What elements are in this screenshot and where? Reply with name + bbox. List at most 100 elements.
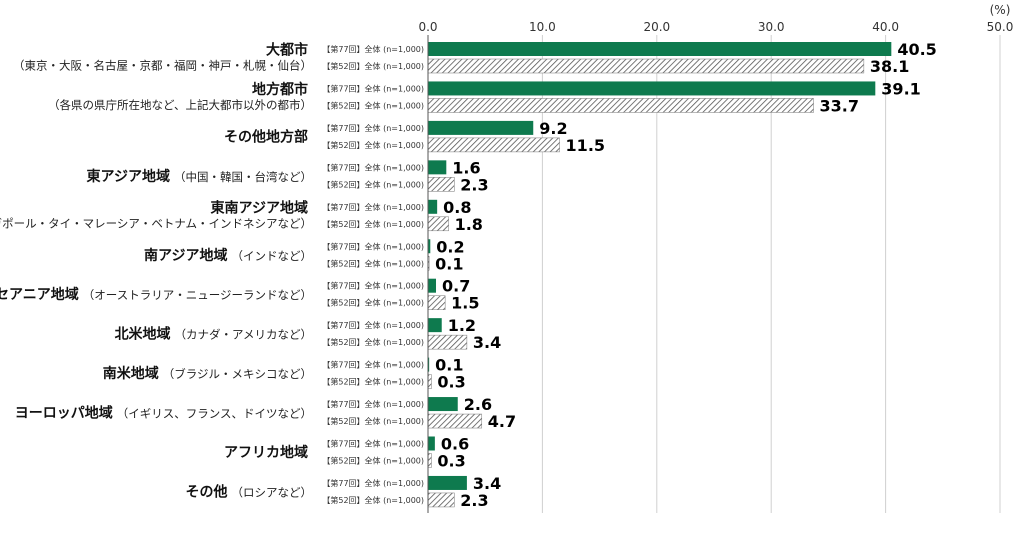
data-label: 0.8 [443, 198, 471, 217]
data-label: 2.3 [460, 491, 488, 510]
series-label: 【第52回】全体 (n=1,000) [322, 179, 424, 189]
bar-77th [428, 160, 447, 175]
category-sublabel: （東京・大阪・名古屋・京都・福岡・神戸・札幌・仙台） [13, 59, 312, 73]
series-label: 【第77回】全体 (n=1,000) [322, 202, 424, 212]
category-sublabel: （カナダ・アメリカなど） [175, 328, 312, 342]
bar-77th [428, 436, 435, 451]
data-label: 3.4 [473, 333, 501, 352]
series-label: 【第52回】全体 (n=1,000) [322, 337, 424, 347]
series-label: 【第52回】全体 (n=1,000) [322, 377, 424, 387]
bar-77th [428, 199, 438, 214]
bar-77th [428, 42, 892, 56]
category-label: オセアニア地域 （オーストラリア・ニュージーランドなど） [0, 286, 312, 303]
series-label: 【第52回】全体 (n=1,000) [322, 61, 424, 71]
category-sublabel: （各県の県庁所在地など、上記大都市以外の都市） [48, 98, 312, 112]
category-label: 東南アジア地域 [211, 199, 308, 216]
series-label: 【第52回】全体 (n=1,000) [322, 219, 424, 229]
bar-77th [428, 278, 437, 293]
category-main: 東アジア地域 [87, 168, 170, 185]
bar-52nd [427, 216, 449, 232]
data-label: 0.2 [436, 237, 464, 256]
data-label: 9.2 [539, 119, 567, 138]
x-tick-label: 20.0 [643, 20, 670, 34]
bar-52nd [427, 413, 483, 429]
category-main: ヨーロッパ地域 [15, 405, 113, 422]
series-label: 【第52回】全体 (n=1,000) [322, 140, 424, 150]
series-label: 【第77回】全体 (n=1,000) [322, 123, 424, 133]
x-tick-label: 30.0 [758, 20, 785, 34]
bar-52nd [427, 58, 865, 74]
series-label: 【第52回】全体 (n=1,000) [322, 298, 424, 308]
series-label: 【第52回】全体 (n=1,000) [322, 456, 424, 466]
data-label: 0.6 [441, 435, 469, 454]
data-label: 0.3 [437, 452, 465, 471]
bar-52nd [427, 98, 814, 113]
category-label: 大都市 [266, 42, 308, 59]
series-label: 【第77回】全体 (n=1,000) [322, 281, 424, 291]
category-label: アフリカ地域 [224, 444, 308, 461]
series-label: 【第77回】全体 (n=1,000) [322, 439, 424, 449]
bar-77th [428, 357, 430, 372]
category-main: オセアニア地域 [0, 286, 79, 303]
data-label: 1.5 [451, 294, 479, 313]
series-label: 【第77回】全体 (n=1,000) [322, 241, 424, 251]
x-tick-label: 10.0 [529, 20, 556, 34]
series-label: 【第77回】全体 (n=1,000) [322, 320, 424, 330]
category-labels: 大都市（東京・大阪・名古屋・京都・福岡・神戸・札幌・仙台） 【第77回】全体 (n… [0, 42, 424, 505]
data-label: 0.1 [435, 254, 463, 273]
data-label: 1.2 [448, 316, 476, 335]
data-label: 1.8 [455, 215, 483, 234]
category-sublabel: （シンガポール・タイ・マレーシア・ベトナム・インドネシアなど） [0, 216, 312, 230]
category-sublabel: （ブラジル・メキシコなど） [163, 367, 312, 381]
data-label: 0.7 [442, 277, 470, 296]
category-label: 地方都市 [252, 81, 308, 98]
series-label: 【第77回】全体 (n=1,000) [322, 360, 424, 370]
category-main: その他 [186, 483, 228, 500]
bar-52nd [427, 334, 468, 350]
category-main: 南米地域 [103, 365, 159, 382]
bar-77th [428, 81, 876, 96]
bar-77th [428, 318, 442, 333]
data-label: 40.5 [897, 40, 936, 59]
series-label: 【第52回】全体 (n=1,000) [322, 416, 424, 426]
data-label: 0.3 [437, 373, 465, 392]
data-label: 1.6 [452, 158, 480, 177]
x-tick-label: 50.0 [987, 20, 1014, 34]
category-label: 南アジア地域 （インドなど） [144, 247, 312, 264]
data-label: 2.3 [460, 175, 488, 194]
bars: 40.538.139.133.79.211.51.62.30.81.80.20.… [427, 40, 937, 510]
category-label: 南米地域 （ブラジル・メキシコなど） [103, 365, 312, 382]
data-label: 33.7 [820, 96, 859, 115]
series-label: 【第77回】全体 (n=1,000) [322, 478, 424, 488]
data-label: 0.1 [435, 356, 463, 375]
data-label: 11.5 [566, 136, 605, 155]
bar-77th [428, 239, 431, 254]
bar-52nd [427, 137, 560, 153]
bar-77th [428, 120, 534, 135]
category-sublabel: （オーストラリア・ニュージーランドなど） [83, 288, 312, 302]
series-label: 【第77回】全体 (n=1,000) [322, 162, 424, 172]
category-sublabel: （インドなど） [232, 249, 313, 263]
bar-52nd [427, 295, 446, 310]
data-label: 4.7 [488, 412, 516, 431]
series-label: 【第77回】全体 (n=1,000) [322, 44, 424, 54]
category-label: 北米地域 （カナダ・アメリカなど） [115, 326, 312, 343]
category-sublabel: （ロシアなど） [232, 485, 313, 499]
bar-77th [428, 397, 458, 412]
bar-52nd [427, 177, 455, 192]
bar-52nd [427, 453, 432, 468]
data-label: 39.1 [881, 79, 920, 98]
category-label: 東アジア地域 （中国・韓国・台湾など） [87, 168, 312, 185]
x-tick-label: 0.0 [418, 20, 437, 34]
data-label: 2.6 [464, 395, 492, 414]
category-label: その他 （ロシアなど） [186, 483, 313, 500]
series-label: 【第77回】全体 (n=1,000) [322, 83, 424, 93]
series-label: 【第77回】全体 (n=1,000) [322, 399, 424, 409]
bar-52nd [427, 492, 455, 508]
bar-77th [428, 475, 467, 490]
x-axis-ticks: 0.0 10.0 20.0 30.0 40.0 50.0 [418, 20, 1013, 34]
category-label: ヨーロッパ地域 （イギリス、フランス、ドイツなど） [15, 405, 312, 422]
series-label: 【第52回】全体 (n=1,000) [322, 495, 424, 505]
series-label: 【第52回】全体 (n=1,000) [322, 258, 424, 268]
